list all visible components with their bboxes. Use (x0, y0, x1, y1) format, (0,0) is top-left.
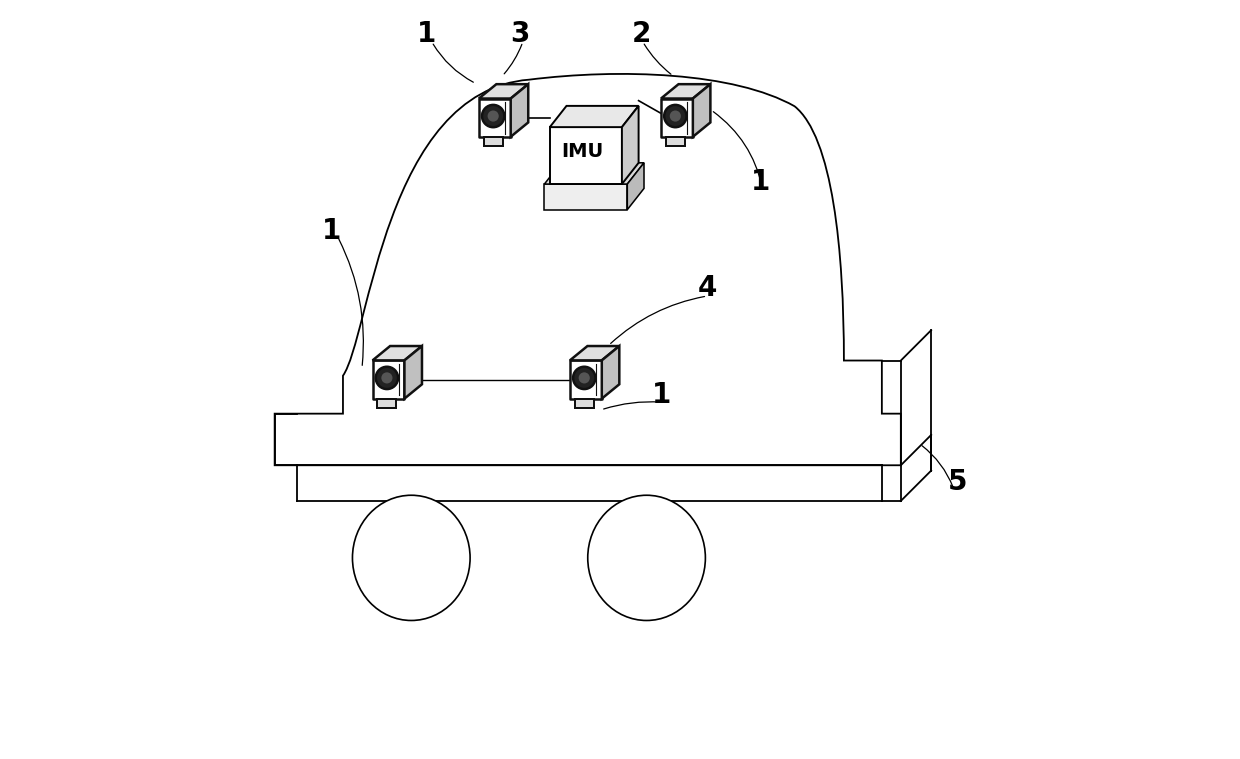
PathPatch shape (274, 74, 900, 465)
Polygon shape (377, 398, 397, 408)
Ellipse shape (670, 111, 681, 121)
Text: 4: 4 (698, 275, 717, 302)
Polygon shape (549, 127, 622, 184)
Polygon shape (570, 346, 619, 361)
Polygon shape (666, 137, 684, 146)
Ellipse shape (376, 367, 398, 389)
Polygon shape (570, 361, 601, 398)
Polygon shape (511, 84, 528, 137)
Ellipse shape (579, 373, 590, 383)
Polygon shape (544, 184, 627, 209)
Ellipse shape (352, 495, 470, 621)
Ellipse shape (382, 373, 393, 383)
Text: 1: 1 (322, 218, 341, 245)
Polygon shape (693, 84, 711, 137)
Polygon shape (479, 84, 528, 99)
Ellipse shape (588, 495, 706, 621)
Ellipse shape (665, 105, 687, 128)
Text: 1: 1 (750, 168, 770, 196)
Text: 1: 1 (652, 381, 671, 408)
Polygon shape (479, 99, 511, 137)
Polygon shape (622, 106, 639, 184)
Text: 5: 5 (949, 468, 967, 496)
Text: IMU: IMU (562, 142, 604, 162)
Polygon shape (627, 162, 644, 209)
Text: 2: 2 (631, 20, 651, 48)
Ellipse shape (573, 367, 595, 389)
Ellipse shape (482, 105, 505, 128)
Polygon shape (601, 346, 619, 398)
Polygon shape (574, 398, 594, 408)
Polygon shape (544, 162, 644, 184)
Text: 3: 3 (510, 20, 529, 48)
Polygon shape (484, 137, 502, 146)
Polygon shape (404, 346, 422, 398)
Polygon shape (372, 361, 404, 398)
Ellipse shape (487, 111, 498, 121)
Polygon shape (661, 99, 693, 137)
Polygon shape (661, 84, 711, 99)
Text: 1: 1 (417, 20, 436, 48)
Polygon shape (549, 106, 639, 127)
Polygon shape (372, 346, 422, 361)
